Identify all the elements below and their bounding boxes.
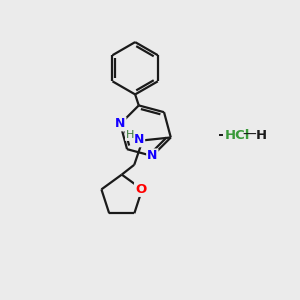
Text: HCl: HCl [224, 129, 250, 142]
Text: N: N [115, 117, 125, 130]
Text: H: H [126, 130, 134, 140]
Text: N: N [147, 149, 158, 162]
Text: N: N [134, 133, 144, 146]
Text: O: O [135, 183, 146, 196]
Text: H: H [256, 129, 267, 142]
Text: —: — [243, 128, 256, 142]
